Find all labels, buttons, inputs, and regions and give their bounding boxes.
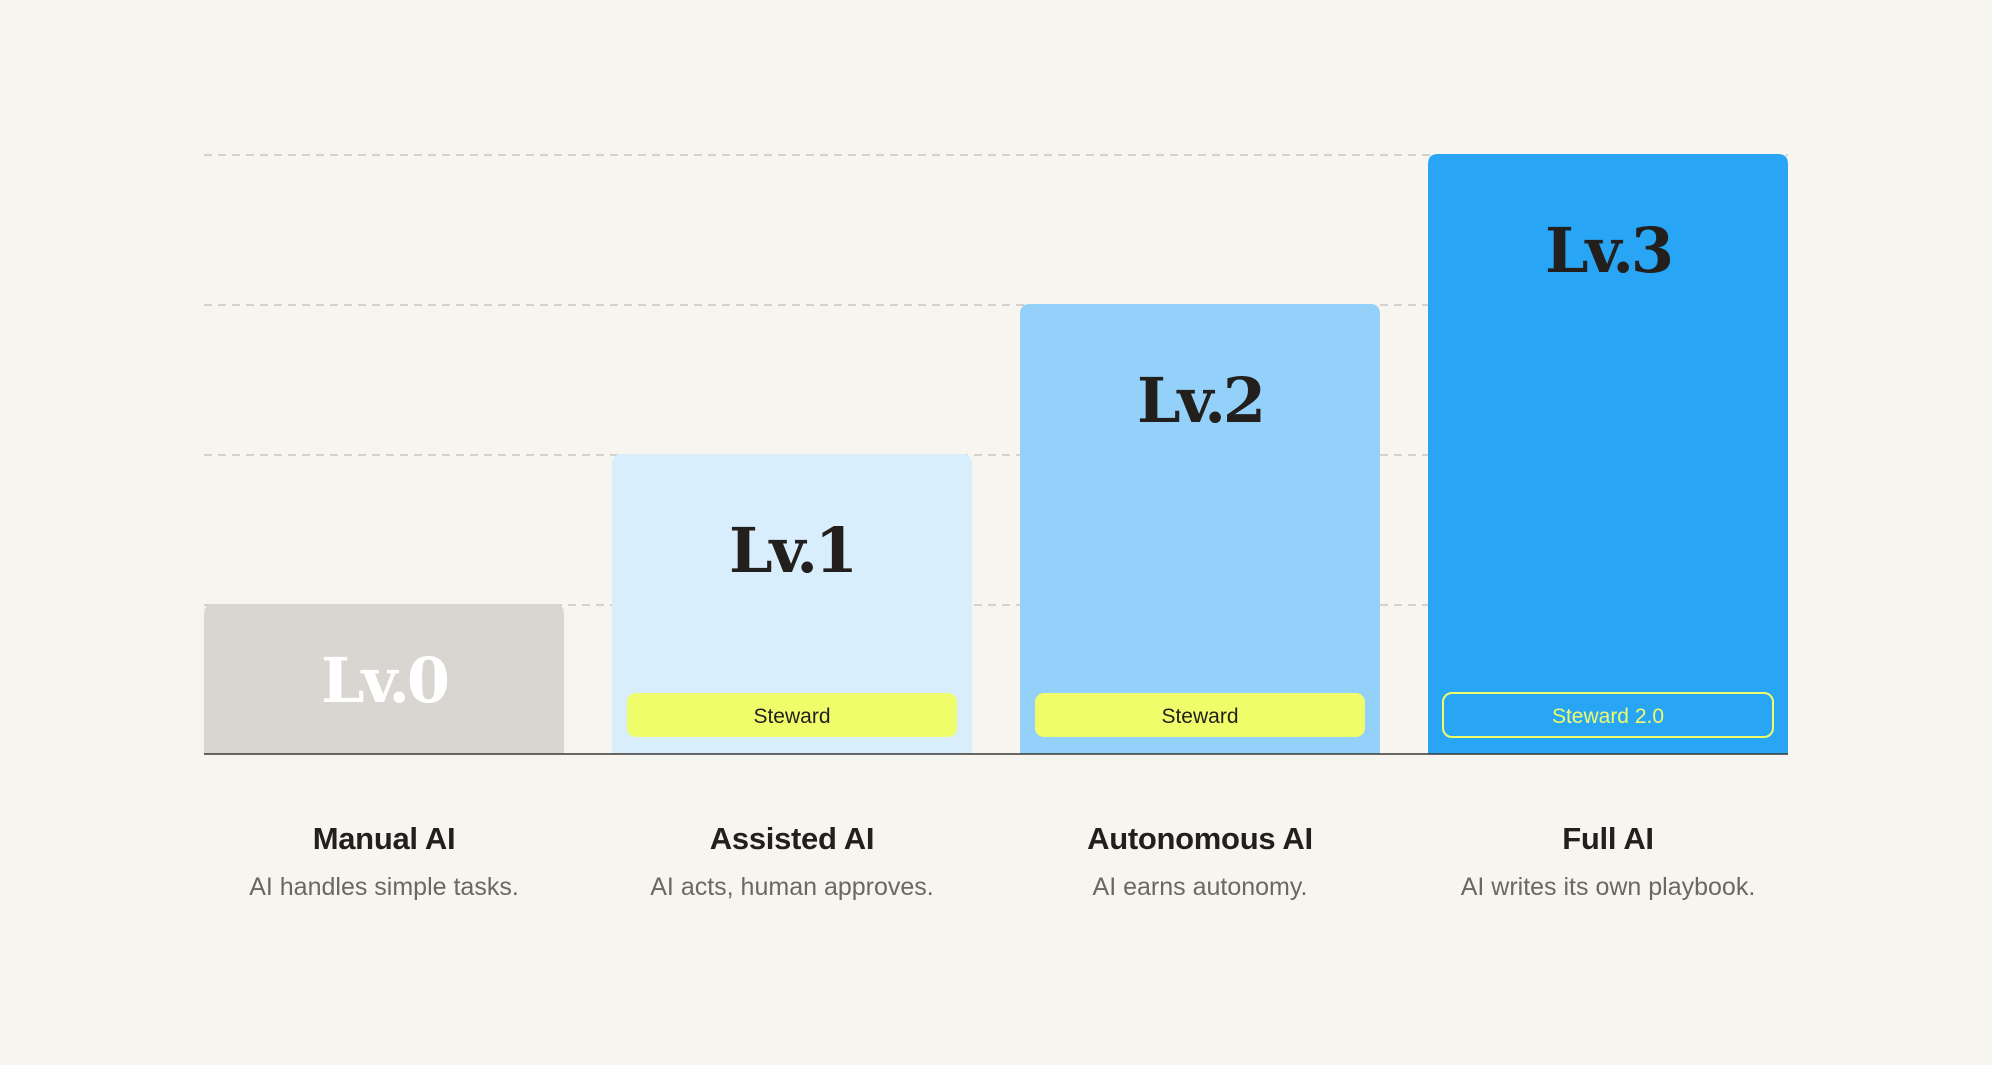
steward-badge-label: Steward [753,705,830,728]
bar [1428,154,1788,754]
caption-description: AI handles simple tasks. [249,873,519,901]
bar [612,454,972,754]
bar-group: Lv.1 Steward [612,454,972,754]
steward-badge-label: Steward [1161,705,1238,728]
steward-badge-label: Steward 2.0 [1552,705,1664,728]
caption-title: Assisted AI [709,821,875,856]
caption-title: Manual AI [312,821,456,856]
caption-assisted-ai: Assisted AI AI acts, human approves. [582,818,1002,904]
caption-description: AI acts, human approves. [650,873,934,901]
caption-manual-ai: Manual AI AI handles simple tasks. [174,818,594,904]
bar [1020,304,1380,754]
bar-level-label: Lv.3 [1545,214,1671,287]
bar-group: Lv.0 [204,604,564,754]
bar-level-label: Lv.2 [1137,364,1263,437]
bar-group: Lv.3 Steward 2.0 [1428,154,1788,754]
caption-description: AI earns autonomy. [1092,873,1308,901]
steward-badge [1442,692,1774,738]
steward-badge [1035,693,1365,737]
bar-level-label: Lv.0 [321,644,448,717]
bar-level-label: Lv.1 [729,514,855,587]
steward-badge [627,693,957,737]
bar-group: Lv.2 Steward [1020,304,1380,754]
caption-description: AI writes its own playbook. [1460,873,1756,901]
caption-full-ai: Full AI AI writes its own playbook. [1398,818,1818,904]
caption-title: Full AI [1562,821,1654,856]
bars: Lv.0 Lv.1 Steward Lv.2 Steward Lv.3 Steward 2.… [204,154,1788,754]
bar [204,604,564,754]
caption-title: Autonomous AI [1087,821,1313,856]
caption-autonomous-ai: Autonomous AI AI earns autonomy. [990,818,1410,904]
